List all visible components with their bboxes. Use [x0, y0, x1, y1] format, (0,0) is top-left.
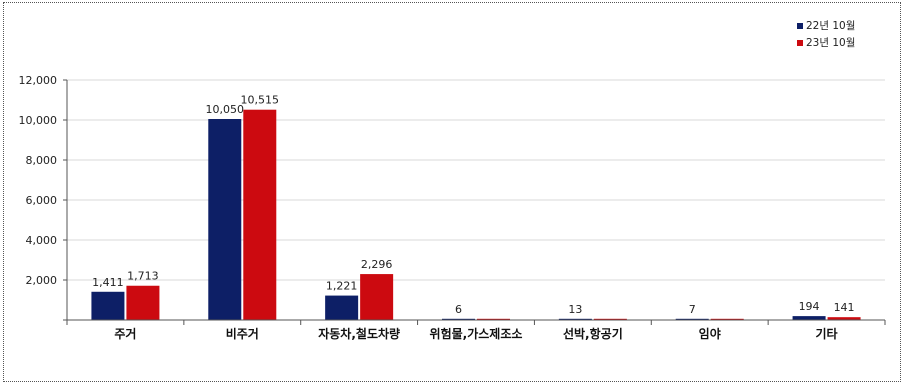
chart-frame: [3, 2, 901, 382]
bar: [91, 291, 125, 320]
x-category-label: 기타: [816, 326, 838, 341]
y-tick-label: 10,000: [19, 114, 58, 127]
bar: [792, 316, 826, 320]
gridlines: [67, 79, 885, 281]
data-label: 141: [834, 301, 855, 314]
y-tick-label: 12,000: [19, 74, 58, 87]
data-label: 1,411: [92, 276, 124, 289]
legend-swatch: [797, 23, 803, 29]
legend-label: 22년 10월: [806, 20, 855, 32]
bar: [675, 318, 709, 320]
bar: [360, 274, 394, 320]
y-tick-label: 8,000: [26, 154, 58, 167]
data-label: 2,296: [361, 258, 393, 271]
x-axis: 주거 비주거 자동차,철도차량 위험물,가스제조소 선박,항공기 임야 기타: [66, 319, 886, 341]
y-tick-label: 4,000: [26, 234, 58, 247]
data-label: 7: [689, 303, 696, 316]
y-axis: 2,000 4,000 6,000 8,000 10,000 12,000: [19, 74, 68, 321]
data-label: 6: [455, 303, 462, 316]
x-category-label: 자동차,철도차량: [318, 326, 400, 341]
bar: [442, 318, 475, 320]
data-label: 1,713: [127, 270, 159, 283]
legend-swatch: [797, 40, 803, 46]
bar: [558, 318, 592, 320]
y-tick-label: 2,000: [26, 274, 58, 287]
bar: [325, 295, 359, 320]
x-category-label: 선박,항공기: [563, 326, 623, 341]
x-category-label: 임야: [699, 326, 721, 341]
bar: [243, 109, 277, 320]
data-label: 10,515: [241, 94, 280, 107]
bar: [126, 285, 160, 320]
legend: 22년 10월 23년 10월: [797, 20, 855, 49]
x-category-label: 주거: [114, 326, 136, 341]
data-label: 1,221: [326, 280, 358, 293]
bar: [710, 318, 744, 320]
x-category-label: 위험물,가스제조소: [430, 326, 523, 341]
data-label: 194: [799, 300, 820, 313]
bars: [91, 109, 861, 320]
bar: [593, 318, 627, 320]
legend-label: 23년 10월: [806, 37, 855, 49]
data-label: 10,050: [206, 103, 245, 116]
bar: [827, 317, 861, 320]
x-category-label: 비주거: [226, 326, 259, 341]
y-tick-label: 6,000: [26, 194, 58, 207]
data-label: 13: [568, 303, 582, 316]
bar: [477, 318, 510, 320]
bar: [208, 119, 242, 320]
